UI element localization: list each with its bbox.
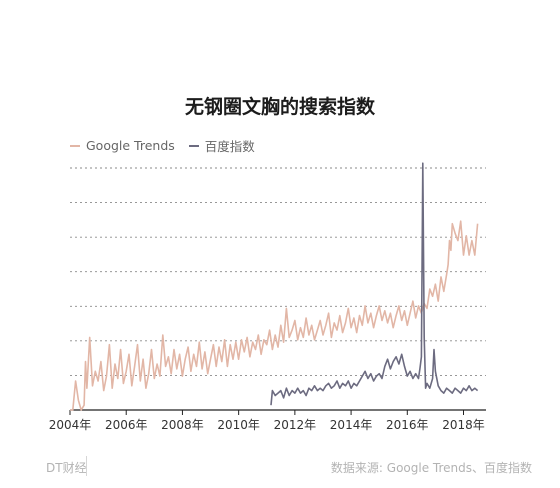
legend-item-google-trends: Google Trends [70, 138, 175, 153]
legend-swatch-baidu-index [188, 144, 199, 147]
x-tick-label: 2010年 [217, 418, 260, 432]
x-tick-label: 2006年 [105, 418, 148, 432]
footer-divider [86, 456, 87, 476]
legend-swatch-google-trends [70, 144, 80, 147]
legend-item-baidu-index: 百度指数 [188, 136, 255, 155]
x-tick-label: 2004年 [49, 418, 92, 432]
legend: Google Trends 百度指数 [70, 136, 269, 155]
series-line-google-trends [70, 220, 479, 411]
x-tick-label: 2012年 [274, 418, 317, 432]
chart-title: 无钢圈文胸的搜索指数 [184, 96, 375, 118]
x-tick-label: 2016年 [386, 418, 429, 432]
series-line-baidu-index [270, 162, 479, 406]
legend-label-baidu-index: 百度指数 [204, 139, 255, 154]
x-tick-label: 2018年 [442, 418, 485, 432]
x-tick-label: 2014年 [330, 418, 373, 432]
source-note: 数据来源: Google Trends、百度指数 [330, 461, 532, 475]
legend-label-google-trends: Google Trends [86, 138, 175, 153]
brand-label: DT财经 [46, 461, 87, 475]
x-tick-label: 2008年 [161, 418, 204, 432]
